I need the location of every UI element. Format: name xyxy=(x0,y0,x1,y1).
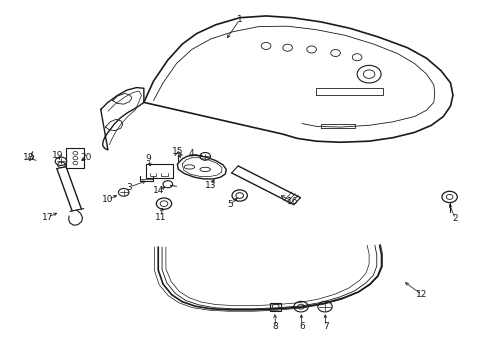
Text: 14: 14 xyxy=(152,186,163,195)
Text: 2: 2 xyxy=(451,214,457,223)
Text: 17: 17 xyxy=(42,212,54,221)
Text: 7: 7 xyxy=(323,322,328,331)
Text: 5: 5 xyxy=(227,200,232,209)
Text: 20: 20 xyxy=(81,153,92,162)
Bar xyxy=(66,148,84,168)
Bar xyxy=(270,303,280,311)
Text: 10: 10 xyxy=(102,195,113,204)
Text: 8: 8 xyxy=(272,322,278,331)
Text: 12: 12 xyxy=(415,290,427,299)
Text: 9: 9 xyxy=(145,154,151,163)
Text: 19: 19 xyxy=(52,151,63,160)
Text: 15: 15 xyxy=(171,147,183,156)
Text: 1: 1 xyxy=(236,15,242,24)
Text: 18: 18 xyxy=(23,153,35,162)
Text: 13: 13 xyxy=(205,181,216,190)
Text: 4: 4 xyxy=(188,149,194,158)
Text: 6: 6 xyxy=(299,322,304,331)
Text: 11: 11 xyxy=(155,212,166,221)
Text: 16: 16 xyxy=(286,197,298,206)
Text: 3: 3 xyxy=(126,183,132,192)
